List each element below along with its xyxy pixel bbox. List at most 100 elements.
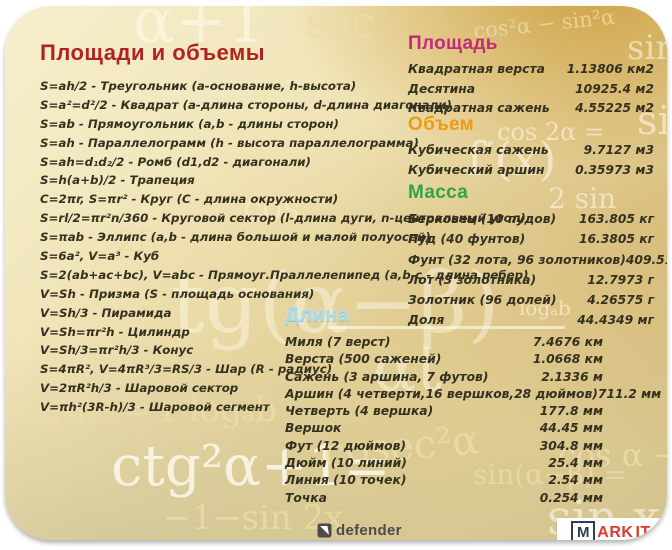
unit-label: Квадратная верста xyxy=(408,62,545,76)
unit-label: Золотник (96 долей) xyxy=(408,293,557,308)
unit-value: 2.1336 м xyxy=(541,369,603,384)
conversion-row: Золотник (96 долей) 4.26575 г xyxy=(408,290,654,310)
conversion-row: Фунт (32 лота, 96 золотников) 409.512 г xyxy=(408,250,667,270)
unit-value: 4.55225 м2 xyxy=(575,101,654,115)
unit-label: Кубический аршин xyxy=(408,162,545,177)
markit-logo-text: ARK xyxy=(597,524,634,540)
conversion-row: Десятина 10925.4 м2 xyxy=(408,80,654,100)
unit-value: 44.45 мм xyxy=(539,421,603,436)
mousepad-reference-card: α+1 sec cos²α − sin²α sin( cos 2α = f′(x… xyxy=(5,6,667,540)
conversion-row: Вершок 44.45 мм xyxy=(285,420,603,437)
unit-value: 9.7127 м3 xyxy=(583,143,654,157)
conversion-row: Аршин (4 четверти,16 вершков,28 дюймов) … xyxy=(285,386,661,403)
formula-row: V=Sh=πr²h - Цилиндр xyxy=(40,324,190,339)
formula-row: S=rl/2=πr²n/360 - Круговой сектор (l-дли… xyxy=(40,211,526,226)
conversion-row: Кубическая сажень 9.7127 м3 xyxy=(408,141,654,161)
defender-logo-icon xyxy=(317,523,332,538)
area-section: Площадь Квадратная верста 1.13806 км2 Де… xyxy=(408,33,654,119)
conversion-row: Кубический аршин 0.35973 м3 xyxy=(408,161,654,181)
unit-value: 409.512 г xyxy=(625,252,667,267)
formula-row: C=2πr, S=πr² - Круг (C - длина окружност… xyxy=(40,192,339,207)
unit-value: 25.4 мм xyxy=(548,456,603,471)
formula-row: S=ab - Прямоугольник (a,b - длины сторон… xyxy=(40,116,339,131)
formula-row: S=2(ab+ac+bc), V=abc - Прямоуг.Праллелеп… xyxy=(40,267,529,282)
unit-label: Дюйм (10 линий) xyxy=(285,456,407,471)
formula-row: S=4πR², V=4πR³/3=RS/3 - Шар (R - радиус) xyxy=(40,362,333,377)
unit-label: Вершок xyxy=(285,421,342,436)
unit-value: 0.254 мм xyxy=(539,490,603,505)
mass-section-title: Масса xyxy=(408,182,469,203)
unit-label: Лот (3 золотника) xyxy=(408,272,537,287)
conversion-row: Квадратная сажень 4.55225 м2 xyxy=(408,99,654,119)
conversion-row: Фут (12 дюймов) 304.8 мм xyxy=(285,438,603,455)
formula-row: V=Sh/3=πr²h/3 - Конус xyxy=(40,343,194,358)
watermark-fraction-line xyxy=(327,326,565,329)
markit-logo-text-underlined: IT xyxy=(635,524,651,540)
volume-section: Объем Кубическая сажень 9.7127 м3 Кубиче… xyxy=(408,114,654,180)
conversion-row: Квадратная верста 1.13806 км2 xyxy=(408,60,654,80)
length-section: Длина Миля (7 верст) 7.4676 км Верста (5… xyxy=(285,304,661,507)
formula-row: S=ah - Параллелограмм (h - высота паралл… xyxy=(40,135,419,150)
formula-row: S=h(a+b)/2 - Трапеция xyxy=(40,173,195,188)
formula-row: V=πh²(3R-h)/3 - Шаровой сегмент xyxy=(40,400,270,415)
unit-value: 163.805 кг xyxy=(578,212,654,226)
formula-row: S=6a², V=a³ - Куб xyxy=(40,249,160,264)
unit-value: 1.0668 км xyxy=(532,352,603,367)
formula-row: S=πab - Эллипс (a,b - длина большой и ма… xyxy=(40,230,431,245)
formula-row: S=ah=d₁d₂/2 - Ромб (d1,d2 - диагонали) xyxy=(40,154,311,169)
formula-row: V=Sh - Призма (S - площадь основания) xyxy=(40,286,315,301)
unit-label: Аршин (4 четверти,16 вершков,28 дюймов) xyxy=(285,386,598,401)
unit-label: Пуд (40 фунтов) xyxy=(408,232,526,247)
formula-list: S=ah/2 - Треугольник (a-основание, h-выс… xyxy=(40,77,529,417)
unit-label: Берковец (10 пудов) xyxy=(408,212,557,226)
unit-label: Сажень (3 аршина, 7 футов) xyxy=(285,369,489,384)
defender-logo-text: defender xyxy=(336,522,402,539)
unit-value: 44.4349 мг xyxy=(577,313,654,328)
conversion-row: Пуд (40 фунтов) 16.3805 кг xyxy=(408,229,654,249)
conversion-row: Миля (7 верст) 7.4676 км xyxy=(285,334,603,351)
unit-value: 12.7973 г xyxy=(587,272,654,287)
unit-label: Фунт (32 лота, 96 золотников) xyxy=(408,252,626,267)
volume-section-title: Объем xyxy=(408,114,474,135)
conversion-row: Доля 44.4349 мг xyxy=(408,310,654,330)
unit-label: Четверть (4 вершка) xyxy=(285,404,434,419)
conversion-row: Лот (3 золотника) 12.7973 г xyxy=(408,270,654,290)
unit-value: 711.2 мм xyxy=(597,386,662,401)
formulas-section: Площади и объемы S=ah/2 - Треугольник (a… xyxy=(40,40,529,417)
mass-section: Масса Берковец (10 пудов) 163.805 кг Пуд… xyxy=(408,182,667,331)
unit-value: 10925.4 м2 xyxy=(575,81,654,96)
unit-label: Фут (12 дюймов) xyxy=(285,438,407,453)
unit-label: Кубическая сажень xyxy=(408,143,549,157)
conversion-row: Верста (500 саженей) 1.0668 км xyxy=(285,351,603,368)
unit-value: 304.8 мм xyxy=(539,438,603,453)
conversion-row: Точка 0.254 мм xyxy=(285,490,603,507)
unit-label: Десятина xyxy=(408,81,476,96)
length-section-title: Длина xyxy=(285,304,349,326)
unit-label: Точка xyxy=(285,490,327,505)
unit-value: 7.4676 км xyxy=(532,335,603,349)
formula-row: V=Sh/3 - Пирамида xyxy=(40,305,172,320)
unit-value: 1.13806 км2 xyxy=(566,62,654,76)
area-section-title: Площадь xyxy=(408,33,498,54)
formulas-section-title: Площади и объемы xyxy=(40,40,266,65)
unit-label: Миля (7 верст) xyxy=(285,335,391,349)
unit-label: Квадратная сажень xyxy=(408,101,550,115)
unit-value: 2.54 мм xyxy=(548,473,603,488)
formula-row: S=a²=d²/2 - Квадрат (a-длина стороны, d-… xyxy=(40,97,452,112)
unit-label: Линия (10 точек) xyxy=(285,473,407,488)
conversion-row: Линия (10 точек) 2.54 мм xyxy=(285,472,603,489)
unit-value: 16.3805 кг xyxy=(578,232,654,247)
unit-value: 4.26575 г xyxy=(587,293,654,308)
formula-row: V=2πR²h/3 - Шаровой сектор xyxy=(40,381,239,396)
conversion-row: Сажень (3 аршина, 7 футов) 2.1336 м xyxy=(285,369,603,386)
defender-logo: defender xyxy=(317,522,402,539)
conversion-row: Берковец (10 пудов) 163.805 кг xyxy=(408,209,654,229)
markit-logo-m-icon: M xyxy=(571,521,596,540)
conversion-row: Четверть (4 вершка) 177.8 мм xyxy=(285,403,603,420)
formula-row: S=ah/2 - Треугольник (a-основание, h-выс… xyxy=(40,79,357,93)
unit-value: 0.35973 м3 xyxy=(575,162,654,177)
unit-label: Верста (500 саженей) xyxy=(285,352,442,367)
markit-logo: M ARK IT xyxy=(557,518,665,540)
unit-label: Доля xyxy=(408,313,445,328)
conversion-row: Дюйм (10 линий) 25.4 мм xyxy=(285,455,603,472)
